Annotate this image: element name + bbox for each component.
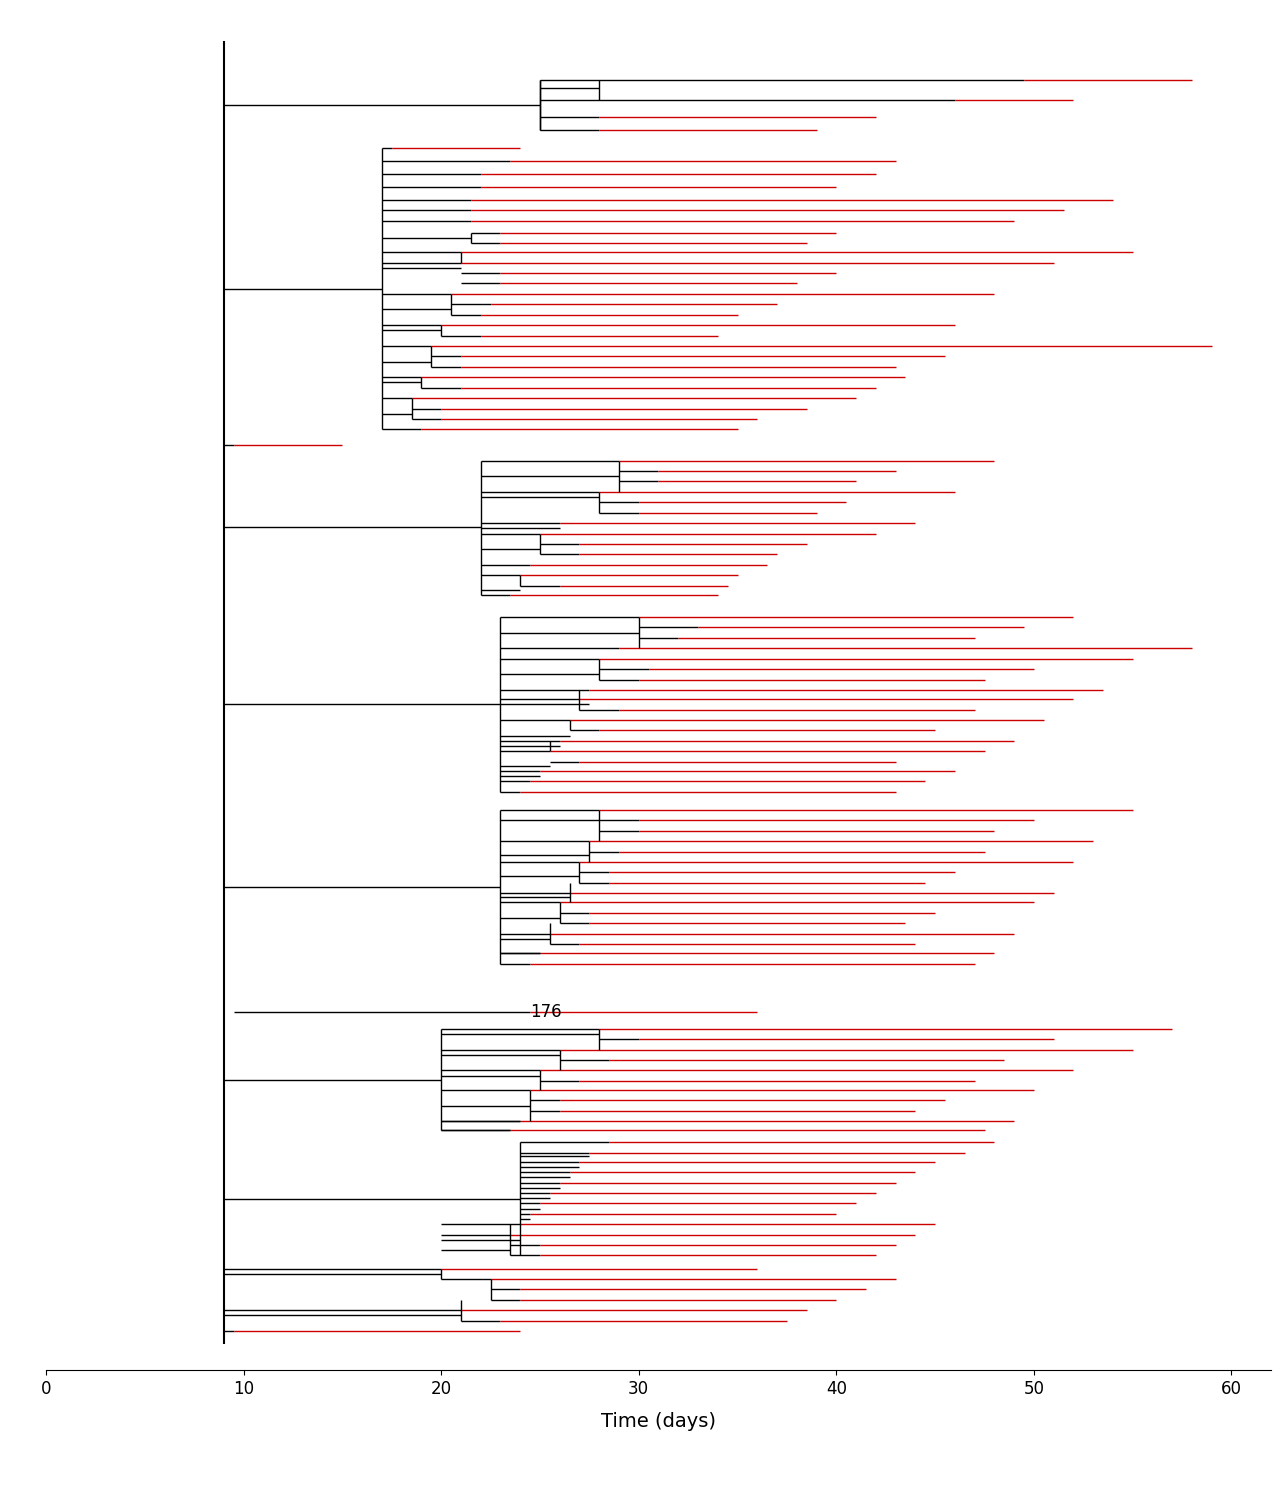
X-axis label: Time (days): Time (days) [601, 1411, 716, 1431]
Text: 176: 176 [530, 1003, 562, 1021]
